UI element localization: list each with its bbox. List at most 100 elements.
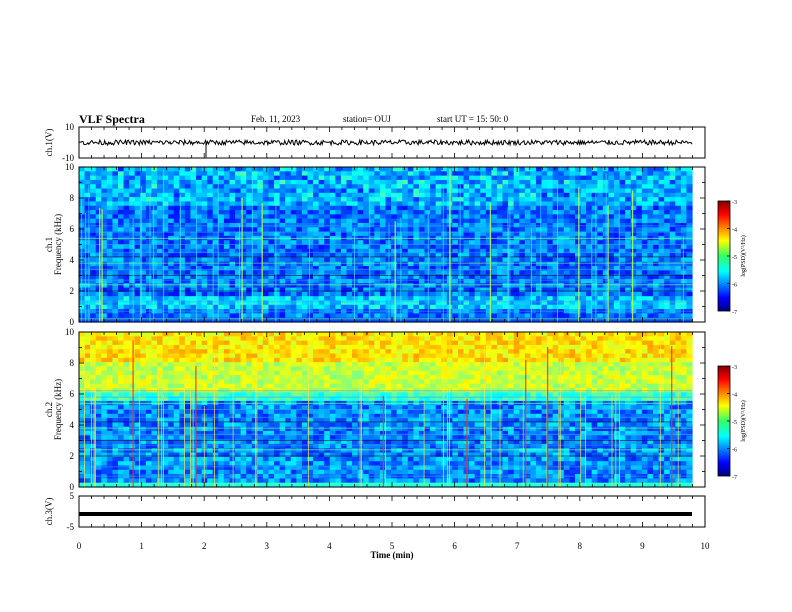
- spectrogram-cell: [368, 261, 375, 267]
- spectrogram-cell: [118, 469, 125, 475]
- spectrogram-cell: [513, 313, 520, 319]
- spectrogram-cell: [112, 336, 119, 342]
- spectrogram-cell: [240, 175, 247, 181]
- spectrogram-cell: [413, 270, 420, 276]
- spectrogram-cell: [413, 205, 420, 211]
- spectrogram-cell: [162, 300, 169, 306]
- spectrogram-cell: [441, 192, 448, 198]
- spectrogram-cell: [407, 227, 414, 233]
- spectrogram-cell: [491, 214, 498, 220]
- spectrogram-cell: [212, 332, 219, 337]
- spectrogram-cell: [157, 336, 164, 342]
- spectrogram-cell: [368, 287, 375, 293]
- spectrogram-cell: [641, 317, 649, 323]
- spectrogram-cell: [95, 296, 102, 302]
- spectrogram-cell: [196, 240, 203, 246]
- spectrogram-cell: [240, 192, 247, 198]
- spectrogram-cell: [162, 431, 169, 436]
- spectrogram-cell: [257, 313, 264, 319]
- spectrogram-cell: [379, 179, 387, 185]
- spectrogram-cell: [190, 482, 197, 488]
- spectrogram-cell: [496, 205, 504, 211]
- spectrogram-cell: [140, 439, 147, 445]
- spectrogram-cell: [619, 167, 626, 172]
- spectrogram-cell: [112, 456, 119, 462]
- spectrogram-cell: [374, 218, 381, 224]
- spectrogram-cell: [469, 266, 476, 271]
- spectrogram-cell: [168, 231, 175, 237]
- spectrogram-cell: [134, 461, 141, 467]
- spectrogram-cell: [619, 261, 626, 267]
- spectrogram-cell: [558, 201, 565, 207]
- spectrogram-cell: [519, 227, 526, 233]
- spectrogram-cell: [196, 435, 203, 441]
- spectrogram-cell: [652, 287, 660, 293]
- spectrogram-cell: [140, 167, 147, 172]
- spectrogram-cell: [218, 240, 225, 246]
- spectrogram-cell: [218, 482, 225, 488]
- spectrogram-cell: [591, 278, 598, 284]
- spectrogram-cell: [457, 222, 465, 228]
- spectrogram-cell: [223, 396, 231, 402]
- spectrogram-cell: [357, 313, 364, 319]
- spectrogram-cell: [407, 192, 414, 198]
- spectrogram-cell: [630, 205, 637, 211]
- spectrogram-cell: [608, 227, 615, 233]
- spectrogram-cell: [173, 362, 180, 368]
- spectrogram-cell: [352, 167, 359, 172]
- spectrogram-cell: [491, 179, 498, 185]
- spectrogram-cell: [151, 244, 158, 250]
- spectrogram-cell: [374, 287, 381, 293]
- spectrogram-cell: [335, 192, 342, 198]
- spectrogram-cell: [173, 171, 180, 177]
- spectrogram-cell: [647, 188, 654, 194]
- spectrogram-cell: [235, 171, 242, 177]
- spectrogram-cell: [664, 201, 671, 207]
- spectrogram-cell: [123, 188, 130, 194]
- spectrogram-cell: [530, 197, 537, 203]
- spectrogram-cell: [196, 362, 203, 368]
- spectrogram-cell: [95, 167, 102, 172]
- spectrogram-cell: [268, 188, 275, 194]
- spectrogram-cell: [658, 171, 665, 177]
- spectrogram-cell: [496, 201, 504, 207]
- spectrogram-cell: [335, 171, 342, 177]
- spectrogram-cell: [357, 231, 364, 237]
- spectrogram-cell: [435, 192, 442, 198]
- spectrogram-cell: [452, 201, 459, 207]
- spectrogram-cell: [385, 197, 392, 203]
- spectrogram-cell: [296, 192, 303, 198]
- spectrogram-cell: [346, 210, 353, 215]
- spectrogram-cell: [207, 422, 214, 428]
- spectrogram-cell: [118, 300, 125, 306]
- spectrogram-cell: [101, 171, 108, 177]
- spectrogram-cell: [95, 409, 102, 415]
- spectrogram-cell: [279, 270, 286, 276]
- spectrogram-cell: [151, 231, 158, 237]
- spectrogram-cell: [424, 300, 431, 306]
- spectrogram-cell: [669, 304, 676, 310]
- spectrogram-cell: [95, 336, 102, 342]
- spectrogram-cell: [190, 253, 197, 259]
- spectrogram-cell: [168, 362, 175, 368]
- spectrogram-cell: [106, 261, 114, 267]
- spectrogram-cell: [212, 167, 219, 172]
- spectrogram-cell: [190, 175, 197, 181]
- spectrogram-cell: [123, 435, 130, 441]
- spectrogram-cell: [134, 184, 141, 190]
- spectrogram-cell: [179, 426, 186, 432]
- spectrogram-cell: [257, 270, 264, 276]
- spectrogram-cell: [496, 188, 504, 194]
- spectrogram-cell: [207, 313, 214, 319]
- spectrogram-cell: [246, 291, 253, 297]
- spectrogram-cell: [463, 171, 470, 177]
- spectrogram-cell: [630, 240, 637, 246]
- spectrogram-cell: [279, 278, 286, 284]
- spectrogram-cell: [162, 478, 169, 484]
- spectrogram-cell: [151, 392, 158, 398]
- spectrogram-cell: [669, 222, 676, 228]
- spectrogram-cell: [168, 192, 175, 198]
- spectrogram-cell: [90, 248, 97, 254]
- spectrogram-cell: [346, 175, 353, 181]
- spectrogram-cell: [597, 317, 604, 323]
